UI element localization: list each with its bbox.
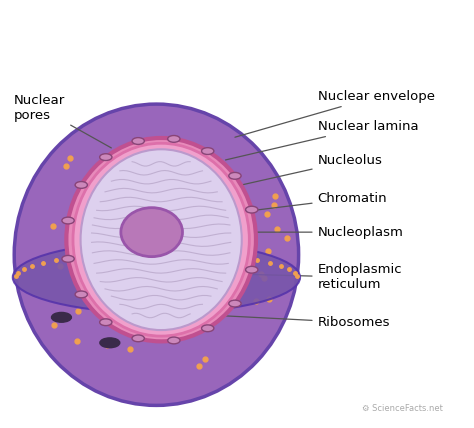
Ellipse shape xyxy=(75,181,87,188)
Ellipse shape xyxy=(81,149,242,330)
Ellipse shape xyxy=(168,337,180,344)
Ellipse shape xyxy=(100,338,120,348)
Text: Nuclear envelope: Nuclear envelope xyxy=(235,90,435,137)
Ellipse shape xyxy=(66,138,256,342)
Ellipse shape xyxy=(52,312,72,322)
Ellipse shape xyxy=(246,266,258,273)
Ellipse shape xyxy=(246,206,258,213)
Ellipse shape xyxy=(100,319,112,326)
Ellipse shape xyxy=(201,325,214,332)
Ellipse shape xyxy=(132,138,145,144)
Ellipse shape xyxy=(201,148,214,155)
Ellipse shape xyxy=(229,172,241,179)
Text: Nuclear
pores: Nuclear pores xyxy=(14,94,111,148)
Ellipse shape xyxy=(168,136,180,142)
Ellipse shape xyxy=(62,256,74,262)
Ellipse shape xyxy=(13,241,300,313)
Text: Endoplasmic
reticulum: Endoplasmic reticulum xyxy=(221,263,402,291)
Text: Nucleoplasm: Nucleoplasm xyxy=(211,226,403,239)
Ellipse shape xyxy=(100,154,112,160)
Text: Nucleolus: Nucleolus xyxy=(202,154,383,194)
Text: ⚙ ScienceFacts.net: ⚙ ScienceFacts.net xyxy=(363,404,443,413)
Ellipse shape xyxy=(62,217,74,224)
Ellipse shape xyxy=(14,104,299,405)
Text: Ribosomes: Ribosomes xyxy=(211,315,390,329)
Text: Nucleus: Nucleus xyxy=(150,7,324,45)
Ellipse shape xyxy=(132,335,145,342)
Ellipse shape xyxy=(73,143,249,336)
Text: Nuclear lamina: Nuclear lamina xyxy=(226,120,418,160)
Ellipse shape xyxy=(121,208,182,257)
Ellipse shape xyxy=(229,300,241,307)
Text: Chromatin: Chromatin xyxy=(202,192,387,217)
Ellipse shape xyxy=(75,291,87,298)
